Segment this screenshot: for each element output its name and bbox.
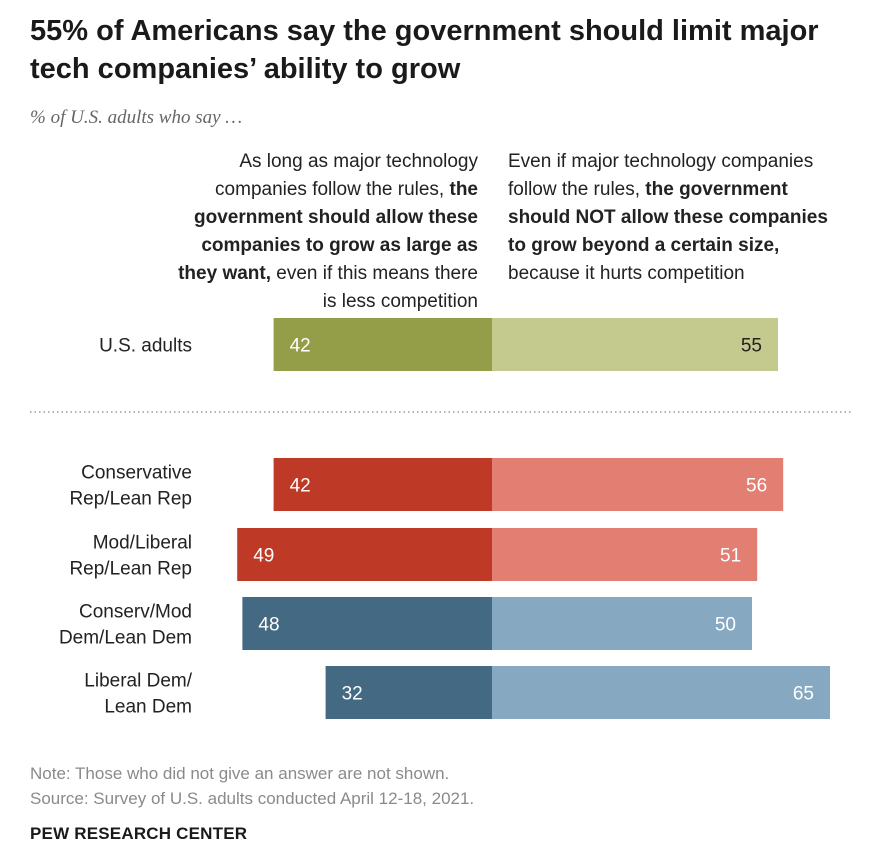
category-label: Liberal Dem/ bbox=[84, 671, 192, 692]
data-label-allow: 32 bbox=[342, 684, 363, 705]
left-header-bold: the government should allow these compan… bbox=[178, 179, 478, 284]
category-label: Rep/Lean Rep bbox=[69, 489, 192, 510]
right-header-bold: the government should NOT allow these co… bbox=[508, 179, 828, 256]
data-label-limit: 65 bbox=[793, 684, 814, 705]
bar-limit-growth bbox=[492, 597, 752, 650]
right-column-header: Even if major technology companies follo… bbox=[508, 148, 838, 288]
bar-allow-growth bbox=[242, 597, 492, 650]
category-label: Dem/Lean Dem bbox=[59, 628, 192, 649]
data-label-limit: 51 bbox=[720, 546, 741, 567]
category-label: Rep/Lean Rep bbox=[69, 559, 192, 580]
data-label-limit: 55 bbox=[741, 336, 762, 357]
data-label-allow: 42 bbox=[290, 336, 311, 357]
bar-limit-growth bbox=[492, 528, 758, 581]
chart-subtitle: % of U.S. adults who say … bbox=[30, 107, 243, 128]
data-label-allow: 48 bbox=[258, 615, 279, 636]
category-label: Lean Dem bbox=[104, 697, 192, 718]
category-label: U.S. adults bbox=[99, 336, 192, 357]
right-header-post: because it hurts competition bbox=[508, 263, 745, 284]
bar-limit-growth bbox=[492, 318, 778, 371]
category-label: Conserv/Mod bbox=[79, 602, 192, 623]
bar-allow-growth bbox=[325, 666, 492, 719]
note-text: Note: Those who did not give an answer a… bbox=[30, 764, 450, 783]
brand-logo-text: PEW RESEARCH CENTER bbox=[30, 824, 248, 843]
data-label-allow: 42 bbox=[290, 476, 311, 497]
bar-limit-growth bbox=[492, 458, 784, 511]
source-text: Source: Survey of U.S. adults conducted … bbox=[30, 789, 475, 808]
chart-title: 55% of Americans say the government shou… bbox=[30, 15, 819, 85]
data-label-limit: 56 bbox=[746, 476, 767, 497]
bar-allow-growth bbox=[237, 528, 492, 581]
left-header-pre: As long as major technology companies fo… bbox=[215, 151, 478, 200]
bar-allow-growth bbox=[273, 318, 492, 371]
bar-limit-growth bbox=[492, 666, 830, 719]
data-label-limit: 50 bbox=[715, 615, 736, 636]
data-label-allow: 49 bbox=[253, 546, 274, 567]
right-header-pre: Even if major technology companies follo… bbox=[508, 151, 814, 200]
bar-allow-growth bbox=[273, 458, 492, 511]
left-header-post: even if this means there is less competi… bbox=[271, 263, 478, 312]
footnote: Note: Those who did not give an answer a… bbox=[30, 761, 474, 811]
left-column-header: As long as major technology companies fo… bbox=[178, 148, 478, 316]
category-label: Mod/Liberal bbox=[93, 533, 192, 554]
category-label: Conservative bbox=[81, 463, 192, 484]
